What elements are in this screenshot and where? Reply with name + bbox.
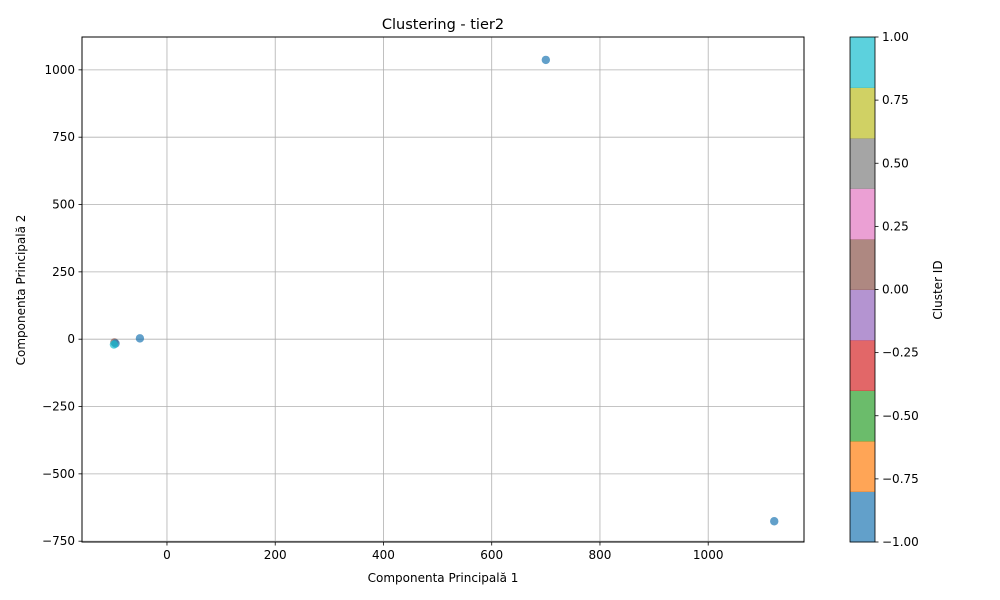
y-tick-label: −750 bbox=[42, 534, 75, 548]
colorbar-segment bbox=[850, 188, 875, 240]
colorbar-segment bbox=[850, 441, 875, 492]
colorbar-tick-label: −0.25 bbox=[882, 346, 919, 360]
y-tick-label: −500 bbox=[42, 467, 75, 481]
grid-lines bbox=[82, 37, 804, 542]
x-tick-label: 600 bbox=[480, 548, 503, 562]
data-point bbox=[109, 340, 119, 349]
data-point bbox=[770, 517, 779, 526]
x-tick-label: 400 bbox=[372, 548, 395, 562]
colorbar-segment bbox=[850, 87, 875, 139]
colorbar-segment bbox=[850, 340, 875, 391]
colorbar-label: Cluster ID bbox=[931, 260, 945, 319]
colorbar-segment bbox=[850, 37, 875, 88]
y-axis: −750 −500 −250 0 250 500 750 1000 bbox=[42, 63, 82, 548]
colorbar-tick-label: 1.00 bbox=[882, 30, 909, 44]
y-axis-label: Componenta Principală 2 bbox=[14, 215, 28, 366]
plot-frame bbox=[81, 36, 805, 543]
x-tick-label: 800 bbox=[589, 548, 612, 562]
x-axis-label: Componenta Principală 1 bbox=[368, 571, 519, 585]
y-tick-label: 1000 bbox=[44, 63, 75, 77]
x-tick-label: 200 bbox=[264, 548, 287, 562]
data-point bbox=[135, 334, 145, 343]
chart-title: Clustering - tier2 bbox=[382, 17, 504, 33]
colorbar-segment bbox=[850, 289, 875, 341]
colorbar-tick-label: 0.50 bbox=[882, 156, 909, 170]
colorbar-segment bbox=[850, 390, 875, 442]
y-tick-label: 250 bbox=[52, 265, 75, 279]
colorbar-tick-label: 0.25 bbox=[882, 219, 909, 233]
colorbar-tick-label: 0.75 bbox=[882, 93, 909, 107]
colorbar-segment bbox=[850, 138, 875, 189]
y-tick-label: 500 bbox=[52, 198, 75, 212]
colorbar-tick-label: 0.00 bbox=[882, 283, 909, 297]
y-tick-label: 750 bbox=[52, 130, 75, 144]
x-axis: 0 200 400 600 800 1000 bbox=[163, 542, 723, 562]
y-tick-label: −250 bbox=[42, 400, 75, 414]
colorbar-segment bbox=[850, 491, 875, 543]
data-point bbox=[541, 55, 551, 65]
colorbar-segment bbox=[850, 239, 875, 290]
data-points bbox=[109, 55, 779, 526]
x-tick-label: 0 bbox=[163, 548, 171, 562]
y-tick-label: 0 bbox=[67, 332, 75, 346]
colorbar-tick-label: −0.50 bbox=[882, 409, 919, 423]
x-tick-label: 1000 bbox=[693, 548, 724, 562]
colorbar-tick-label: −0.75 bbox=[882, 472, 919, 486]
colorbar-tick-label: −1.00 bbox=[882, 535, 919, 549]
colorbar: −1.00 −0.75 −0.50 −0.25 0.00 0.25 0.50 0.75 1.00 bbox=[849, 30, 919, 549]
